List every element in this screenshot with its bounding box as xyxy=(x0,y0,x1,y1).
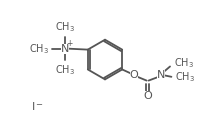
Text: O: O xyxy=(130,70,138,80)
Text: O: O xyxy=(143,91,152,101)
Text: CH$_3$: CH$_3$ xyxy=(55,21,75,34)
Text: CH$_3$: CH$_3$ xyxy=(55,63,75,77)
Text: N: N xyxy=(61,44,69,54)
Text: N: N xyxy=(157,70,165,80)
Text: CH$_3$: CH$_3$ xyxy=(174,57,194,70)
Text: −: − xyxy=(36,100,43,109)
Text: CH$_3$: CH$_3$ xyxy=(175,70,195,84)
Text: +: + xyxy=(66,39,72,48)
Text: CH$_3$: CH$_3$ xyxy=(29,42,49,55)
Text: I: I xyxy=(32,102,35,112)
